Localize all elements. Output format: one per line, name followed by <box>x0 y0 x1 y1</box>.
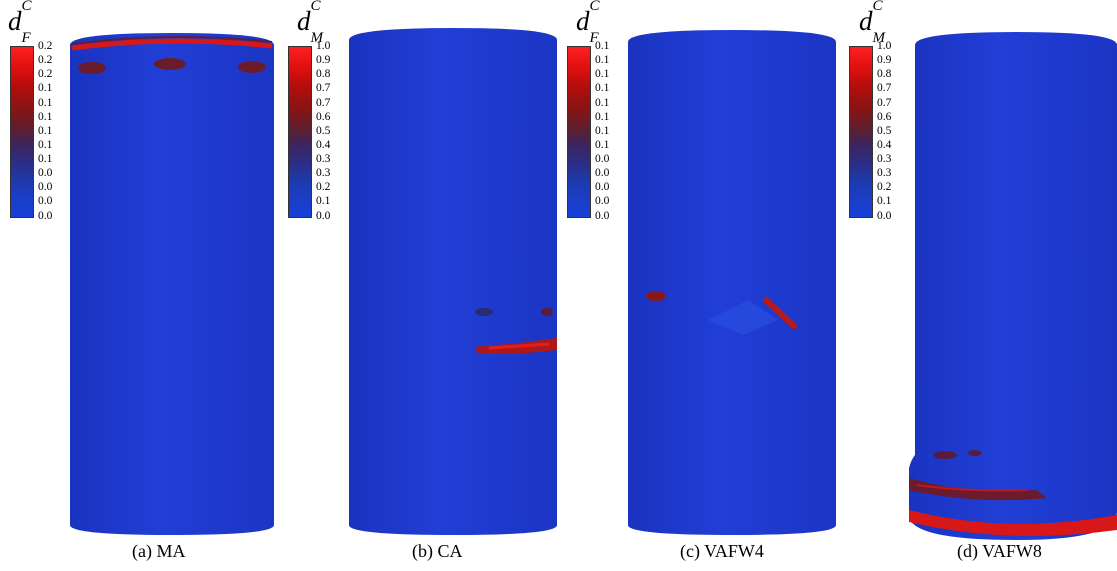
panel-ma: dCF 0.2 0.2 0.2 0.1 0.1 0.1 0.1 0.1 0.1 0.0 0.0… <box>0 0 279 571</box>
colorbar-title: dCM <box>297 0 324 47</box>
cylinder-vafw4-render <box>628 30 836 535</box>
cylinder-vafw8-render <box>909 32 1117 540</box>
colorbar <box>849 46 873 218</box>
cylinder-ma-render <box>70 33 274 535</box>
caption: (c) VAFW4 <box>680 541 764 561</box>
colorbar-title: dCF <box>8 0 32 47</box>
caption: (b) CA <box>412 541 463 561</box>
colorbar <box>288 46 312 218</box>
colorbar-ticks: 0.1 0.1 0.1 0.1 0.1 0.1 0.1 0.1 0.0 0.0 0.0 0.0 … <box>595 40 610 222</box>
cylinder-ca-render <box>349 28 557 535</box>
colorbar-ticks: 0.2 0.2 0.2 0.1 0.1 0.1 0.1 0.1 0.1 0.0 0.0 0.0 … <box>38 40 53 222</box>
colorbar-ticks: 1.0 0.9 0.8 0.7 0.7 0.6 0.5 0.4 0.3 0.3 0.2 0.1 … <box>877 40 892 222</box>
colorbar-ticks: 1.0 0.9 0.8 0.7 0.7 0.6 0.5 0.4 0.3 0.3 0.2 0.1 … <box>316 40 331 222</box>
colorbar-title: dCF <box>576 0 600 47</box>
caption: (a) MA <box>132 541 186 561</box>
colorbar-title: dCM <box>859 0 886 47</box>
panel-ca: dCM 1.0 0.9 0.8 0.7 0.7 0.6 0.5 0.4 0.3 0.3 0.2… <box>279 0 558 571</box>
colorbar <box>567 46 591 218</box>
panel-vafw8: dCM 1.0 0.9 0.8 0.7 0.7 0.6 0.5 0.4 0.3 0.3 0.2… <box>837 0 1117 571</box>
panel-vafw4: dCF 0.1 0.1 0.1 0.1 0.1 0.1 0.1 0.1 0.0 0.0 0.0… <box>558 0 837 571</box>
colorbar <box>10 46 34 218</box>
caption: (d) VAFW8 <box>957 541 1042 561</box>
